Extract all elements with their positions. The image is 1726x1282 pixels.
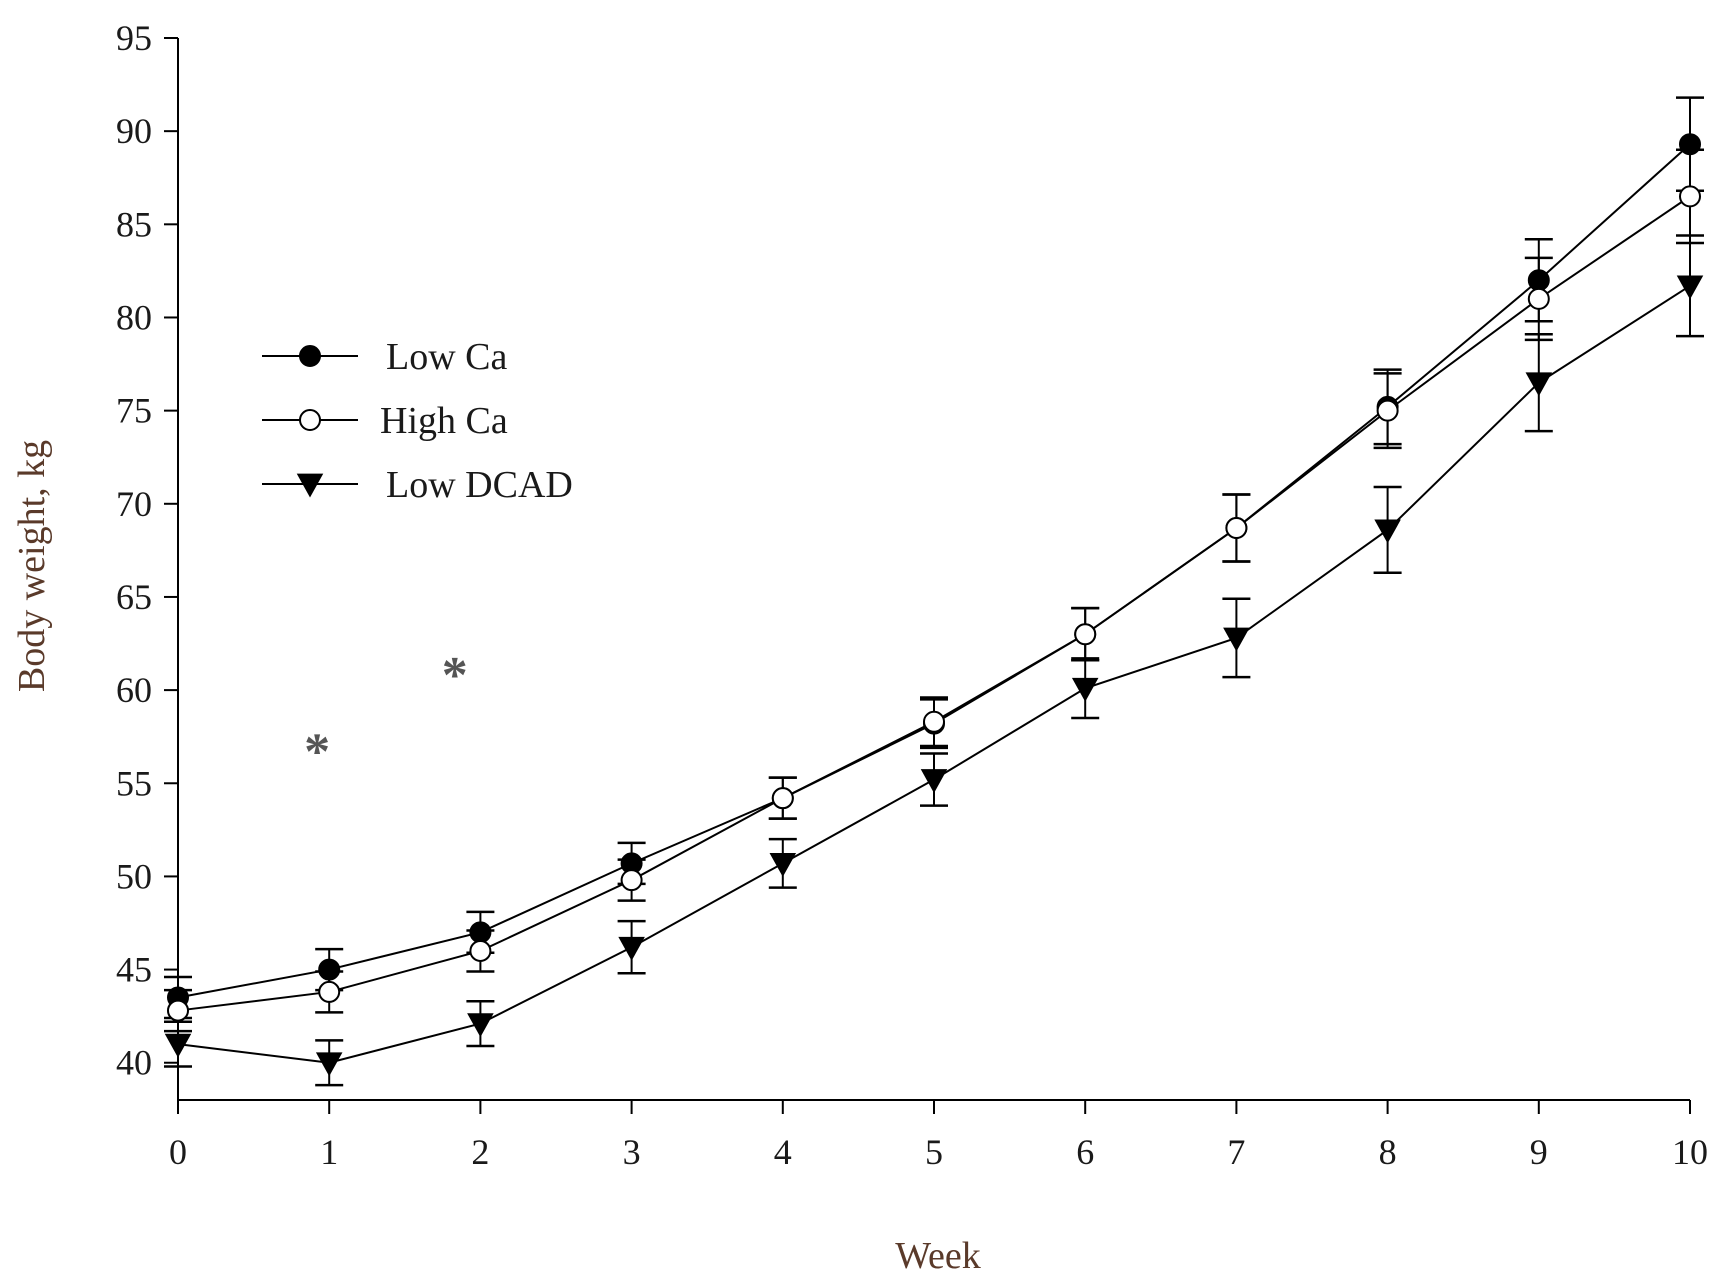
y-tick-label: 85 <box>116 204 152 244</box>
legend-marker-high-ca <box>299 409 321 431</box>
series-lines <box>177 143 1691 1064</box>
data-point-low-ca <box>318 958 341 981</box>
y-axis-title: Body weight, kg <box>11 440 53 692</box>
x-tick-label: 4 <box>774 1132 792 1172</box>
data-point-low-ca <box>469 921 492 944</box>
x-tick-label: 3 <box>623 1132 641 1172</box>
legend-marker-low-ca <box>299 345 321 367</box>
y-tick-label: 40 <box>116 1043 152 1083</box>
data-point-high-ca <box>1225 517 1248 540</box>
y-tick-label: 55 <box>116 763 152 803</box>
legend-label-high-ca: High Ca <box>380 400 508 442</box>
data-point-high-ca <box>469 939 492 962</box>
data-point-high-ca <box>1679 185 1701 208</box>
y-tick-label: 75 <box>116 391 152 431</box>
data-point-high-ca <box>1527 287 1550 310</box>
significance-asterisk: * <box>442 647 468 704</box>
legend: Low Ca High Ca Low DCAD <box>262 336 573 506</box>
y-tick-label: 70 <box>116 484 152 524</box>
y-tick-label: 80 <box>116 297 152 337</box>
data-point-low-dcad <box>920 769 948 794</box>
series-line-high-ca <box>177 195 1691 1012</box>
legend-label-low-dcad: Low DCAD <box>386 464 573 506</box>
data-point-low-ca <box>1679 133 1701 156</box>
significance-annotations: ** <box>304 647 468 780</box>
data-point-low-ca <box>1527 269 1550 292</box>
x-tick-label: 8 <box>1379 1132 1397 1172</box>
data-point-high-ca <box>620 869 643 892</box>
data-point-low-dcad <box>1374 519 1401 544</box>
data-point-high-ca <box>1074 623 1097 646</box>
x-tick-label: 10 <box>1672 1132 1708 1172</box>
y-tick-label: 65 <box>116 577 152 617</box>
data-point-low-dcad <box>1223 627 1250 652</box>
data-markers <box>164 133 1704 1077</box>
x-tick-label: 1 <box>320 1132 338 1172</box>
data-point-low-dcad <box>315 1052 343 1077</box>
data-point-high-ca <box>771 787 794 810</box>
legend-marker-low-dcad <box>296 473 324 498</box>
data-point-low-dcad <box>1676 275 1704 300</box>
data-point-low-dcad <box>1525 372 1553 397</box>
y-tick-label: 60 <box>116 670 152 710</box>
series-line-low-ca <box>177 143 1691 999</box>
axes <box>177 38 1690 1101</box>
y-tick-label: 50 <box>116 856 152 896</box>
data-point-high-ca <box>1376 399 1399 422</box>
data-point-low-dcad <box>164 1033 192 1058</box>
error-bars <box>164 96 1704 1087</box>
data-point-low-dcad <box>1071 677 1099 702</box>
legend-label-low-ca: Low Ca <box>386 336 508 378</box>
data-point-high-ca <box>923 710 945 733</box>
x-tick-label: 5 <box>925 1132 943 1172</box>
y-tick-label: 95 <box>116 18 152 58</box>
x-tick-label: 9 <box>1530 1132 1548 1172</box>
x-axis-title: Week <box>895 1235 981 1277</box>
data-point-low-dcad <box>618 936 645 961</box>
y-tick-label: 90 <box>116 111 152 151</box>
data-point-low-dcad <box>467 1013 494 1038</box>
data-point-low-dcad <box>769 853 797 877</box>
x-tick-label: 2 <box>471 1132 489 1172</box>
tick-marks <box>164 37 1691 1114</box>
x-tick-label: 6 <box>1076 1132 1094 1172</box>
data-point-high-ca <box>167 999 189 1022</box>
data-point-high-ca <box>318 980 341 1003</box>
x-tick-label: 0 <box>169 1132 187 1172</box>
x-tick-label: 7 <box>1227 1132 1245 1172</box>
y-tick-label: 45 <box>116 950 152 990</box>
significance-asterisk: * <box>304 723 330 780</box>
